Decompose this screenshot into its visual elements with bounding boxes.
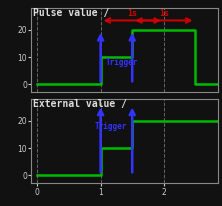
Text: Trigger: Trigger xyxy=(95,122,127,131)
Text: Trigger: Trigger xyxy=(106,58,138,67)
Text: Pulse value /: Pulse value / xyxy=(33,8,109,18)
Text: 1s: 1s xyxy=(127,9,137,18)
Text: External value /: External value / xyxy=(33,99,127,109)
Text: 1s: 1s xyxy=(159,9,169,18)
